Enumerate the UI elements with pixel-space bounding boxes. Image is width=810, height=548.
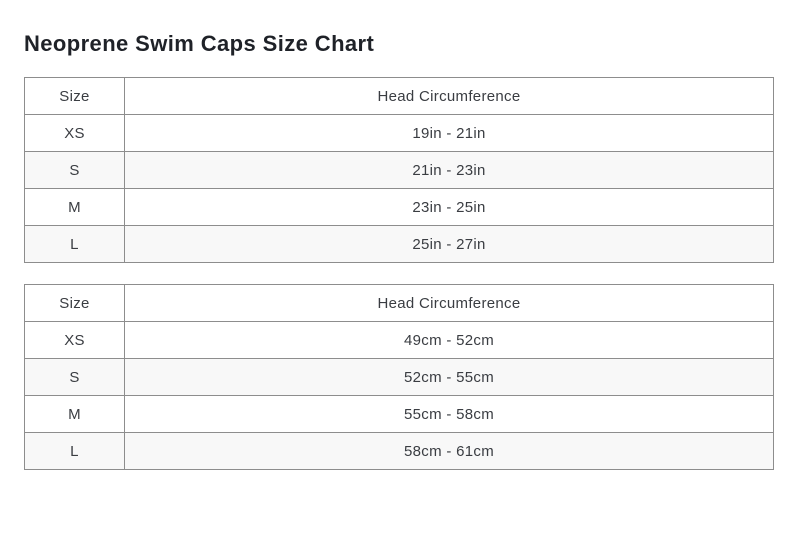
size-table-centimeters: Size Head Circumference XS 49cm - 52cm S… [24,284,774,470]
table-row: S 21in - 23in [24,151,774,189]
table-row: S 52cm - 55cm [24,358,774,396]
size-cell: M [24,395,125,433]
size-cell: L [24,225,125,263]
header-cell-circumference: Head Circumference [124,284,774,322]
size-chart-page: Neoprene Swim Caps Size Chart Size Head … [24,31,774,470]
circumference-cell: 19in - 21in [124,114,774,152]
circumference-cell: 25in - 27in [124,225,774,263]
circumference-cell: 58cm - 61cm [124,432,774,470]
table-row: XS 49cm - 52cm [24,321,774,359]
size-cell: L [24,432,125,470]
size-cell: S [24,151,125,189]
size-cell: XS [24,114,125,152]
table-row: M 55cm - 58cm [24,395,774,433]
header-cell-size: Size [24,77,125,115]
size-table-inches: Size Head Circumference XS 19in - 21in S… [24,77,774,263]
table-row: L 25in - 27in [24,225,774,263]
size-cell: M [24,188,125,226]
table-row: XS 19in - 21in [24,114,774,152]
page-title: Neoprene Swim Caps Size Chart [24,31,375,56]
table-header-row: Size Head Circumference [24,284,774,322]
table-row: L 58cm - 61cm [24,432,774,470]
table-row: M 23in - 25in [24,188,774,226]
circumference-cell: 49cm - 52cm [124,321,774,359]
header-cell-size: Size [24,284,125,322]
circumference-cell: 21in - 23in [124,151,774,189]
circumference-cell: 23in - 25in [124,188,774,226]
header-cell-circumference: Head Circumference [124,77,774,115]
size-cell: S [24,358,125,396]
table-header-row: Size Head Circumference [24,77,774,115]
circumference-cell: 55cm - 58cm [124,395,774,433]
size-cell: XS [24,321,125,359]
circumference-cell: 52cm - 55cm [124,358,774,396]
